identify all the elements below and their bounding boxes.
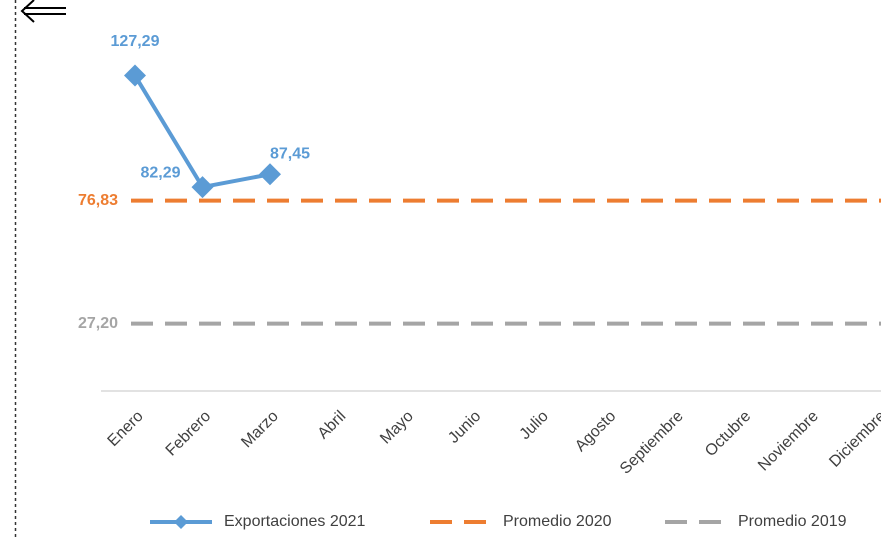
- x-tick-label: Mayo: [377, 408, 417, 448]
- value-label: 76,83: [78, 192, 118, 209]
- legend-label: Promedio 2020: [503, 513, 612, 530]
- x-tick-label: Enero: [105, 408, 147, 450]
- x-tick-label: Octubre: [702, 408, 754, 460]
- x-tick-label: Marzo: [238, 408, 282, 452]
- back-arrow-icon: [20, 0, 66, 23]
- legend-marker: [174, 515, 188, 529]
- legend-label: Promedio 2019: [738, 513, 847, 530]
- x-tick-label: Diciembre: [826, 408, 881, 471]
- x-tick-label: Julio: [517, 408, 552, 443]
- data-point: [124, 64, 146, 87]
- x-tick-label: Agosto: [572, 408, 619, 455]
- value-label: 82,29: [140, 164, 180, 181]
- x-tick-label: Abril: [315, 408, 350, 443]
- data-point: [191, 176, 214, 199]
- value-label: 27,20: [78, 315, 118, 332]
- x-tick-label: Febrero: [163, 408, 215, 460]
- x-tick-label: Noviembre: [755, 408, 822, 475]
- x-tick-label: Junio: [445, 408, 484, 447]
- x-tick-label: Septiembre: [617, 408, 687, 478]
- value-label: 127,29: [111, 33, 160, 50]
- data-point: [259, 163, 281, 186]
- legend-label: Exportaciones 2021: [224, 513, 366, 530]
- value-label: 87,45: [270, 146, 310, 163]
